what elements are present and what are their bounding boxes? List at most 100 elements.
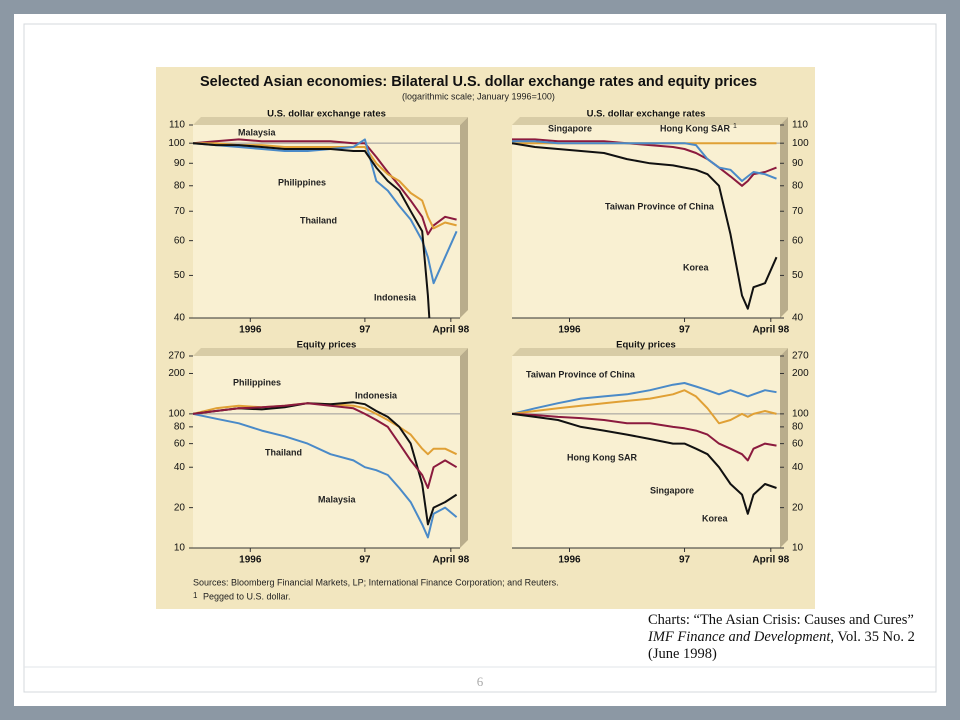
series-line (512, 412, 777, 462)
panel-edge (780, 117, 788, 318)
x-tick-label: April 98 (432, 325, 469, 336)
x-tick-label: 1996 (558, 555, 581, 566)
x-tick-label: April 98 (752, 325, 789, 336)
y-tick-label: 60 (792, 235, 804, 246)
series-line (193, 412, 458, 539)
y-tick-label: 80 (174, 422, 186, 433)
y-tick-label: 270 (792, 351, 809, 362)
series-label: Indonesia (355, 390, 398, 400)
y-tick-label: 10 (792, 543, 804, 554)
series-line (193, 401, 458, 526)
panel-edge (460, 348, 468, 548)
x-tick-label: 97 (359, 325, 371, 336)
series-label: Hong Kong SAR (660, 123, 730, 133)
panel-edge (193, 117, 468, 125)
y-tick-label: 90 (174, 158, 186, 169)
y-tick-label: 270 (168, 351, 185, 362)
chart-title: U.S. dollar exchange rates (587, 109, 706, 120)
panel-edge (512, 348, 788, 356)
x-tick-label: 97 (679, 325, 691, 336)
series-label: Indonesia (374, 292, 417, 302)
series-label: Korea (702, 513, 729, 523)
y-tick-label: 100 (168, 138, 185, 149)
y-tick-label: 70 (792, 206, 804, 217)
y-tick-label: 40 (792, 462, 804, 473)
panel-edge (512, 117, 788, 125)
series-line (193, 142, 431, 318)
y-tick-label: 80 (174, 180, 186, 191)
x-tick-label: 1996 (239, 325, 262, 336)
chart-title: U.S. dollar exchange rates (267, 109, 386, 120)
series-label: Taiwan Province of China (605, 201, 715, 211)
y-tick-label: 50 (792, 270, 804, 281)
x-tick-label: 97 (679, 555, 691, 566)
x-tick-label: April 98 (752, 555, 789, 566)
caption-italic: IMF Finance and Development (648, 629, 831, 645)
y-tick-label: 80 (792, 422, 804, 433)
caption-text: , Vol. 35 No. 2 (June 1998) (648, 629, 915, 662)
y-tick-label: 110 (169, 120, 185, 131)
series-line (512, 382, 777, 415)
series-line (193, 138, 457, 236)
series-label: Korea (683, 262, 710, 272)
charts: U.S. dollar exchange rates 40 50 60 70 80 90 10… (168, 109, 809, 566)
y-tick-label: 100 (792, 138, 809, 149)
figure-title: Selected Asian economies: Bilateral U.S.… (200, 74, 757, 90)
x-tick-label: 1996 (239, 555, 262, 566)
y-tick-label: 40 (174, 313, 186, 324)
y-tick-label: 100 (792, 409, 809, 420)
y-tick-label: 80 (792, 180, 804, 191)
caption: Charts: “The Asian Crisis: Causes and Cu… (648, 612, 928, 663)
series-label: Singapore (650, 485, 694, 495)
y-tick-label: 200 (168, 368, 185, 379)
series-line (193, 142, 457, 230)
series-label: Hong Kong SAR (567, 452, 637, 462)
chart-title: Equity prices (616, 340, 676, 351)
y-tick-label: 20 (792, 502, 804, 513)
y-tick-label: 20 (174, 502, 186, 513)
panel-edge (193, 348, 468, 356)
series-label: Malaysia (318, 494, 357, 504)
y-tick-label: 110 (792, 120, 808, 131)
y-tick-label: 40 (792, 313, 804, 324)
panel (512, 356, 780, 548)
series-label: Taiwan Province of China (526, 369, 636, 379)
footnote-marker: 1 (193, 591, 198, 600)
series-line (512, 389, 777, 425)
series-line (512, 138, 777, 187)
series-label: Malaysia (238, 127, 277, 137)
caption-text: Charts: “The Asian Crisis: Causes and Cu… (648, 612, 914, 628)
series-label: Philippines (233, 377, 281, 387)
series-label: Thailand (300, 215, 337, 225)
page-number: 6 (476, 674, 484, 689)
x-tick-label: 1996 (558, 325, 581, 336)
series-line (512, 140, 777, 182)
panel (512, 125, 780, 318)
chart-title: Equity prices (297, 340, 357, 351)
y-tick-label: 200 (792, 368, 809, 379)
y-tick-label: 70 (174, 206, 186, 217)
series-label: Thailand (265, 447, 302, 457)
series-line (512, 142, 778, 310)
sources: Sources: Bloomberg Financial Markets, LP… (193, 577, 559, 587)
chart: Equity prices 10 20 40 60 80 100 200 270 1996 97 Ap… (512, 340, 809, 566)
series-line (193, 402, 458, 489)
y-tick-label: 60 (792, 438, 804, 449)
y-tick-label: 10 (174, 543, 186, 554)
y-tick-label: 60 (174, 235, 186, 246)
slide-border (23, 23, 937, 693)
figure-subtitle: (logarithmic scale; January 1996=100) (402, 91, 555, 101)
x-tick-label: 97 (359, 555, 371, 566)
panel-edge (460, 117, 468, 318)
x-tick-label: April 98 (432, 555, 469, 566)
y-tick-label: 50 (174, 270, 186, 281)
series-label-marker: 1 (733, 123, 737, 130)
chart: U.S. dollar exchange rates 40 50 60 70 80 90 10… (168, 109, 469, 336)
chart: Equity prices 10 20 40 60 80 100 200 270 1996 97 Ap… (168, 340, 469, 566)
y-tick-label: 100 (168, 409, 185, 420)
footnote: Pegged to U.S. dollar. (203, 591, 291, 601)
series-label: Singapore (548, 123, 592, 133)
y-tick-label: 40 (174, 462, 186, 473)
